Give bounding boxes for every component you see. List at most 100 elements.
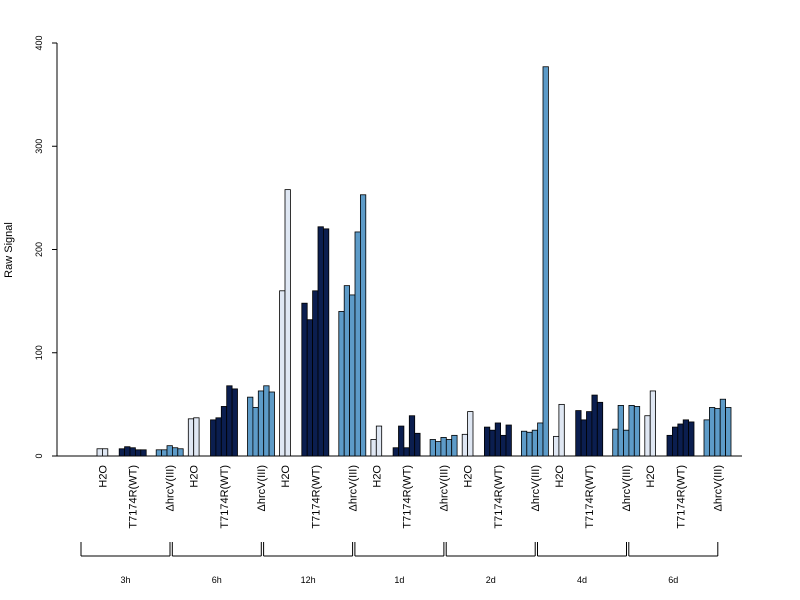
category-label: ΔhrcV(III) <box>621 465 633 511</box>
bar <box>719 398 727 457</box>
bar <box>580 419 587 457</box>
category-label: H2O <box>554 465 566 488</box>
category-labels: H2O T7174R(WT) ΔhrcV(III) H2O T7174R(WT) Δhrc… <box>97 465 724 529</box>
bar <box>252 407 259 457</box>
y-axis-label: Raw Signal <box>3 222 15 278</box>
bar <box>268 391 275 457</box>
bar <box>429 439 436 457</box>
bar <box>612 428 619 457</box>
bar <box>649 390 657 457</box>
bar <box>102 448 109 457</box>
bar <box>558 403 565 457</box>
bar <box>526 431 533 457</box>
category-label: H2O <box>189 465 201 488</box>
category-label: T7174R(WT) <box>584 465 596 529</box>
bar <box>467 411 474 457</box>
bar <box>461 433 469 457</box>
bar <box>263 385 270 457</box>
category-label: ΔhrcV(III) <box>439 465 451 511</box>
bar <box>210 419 217 457</box>
bar <box>370 439 377 457</box>
bar <box>306 319 314 457</box>
category-label: ΔhrcV(III) <box>256 465 268 511</box>
bar <box>312 290 319 457</box>
bar <box>553 435 560 457</box>
bar <box>617 405 624 457</box>
bar <box>500 434 507 457</box>
bar <box>672 426 679 457</box>
bar <box>489 429 496 457</box>
group-brackets: 3h 6h 12h 1d 2d 4d 6d <box>80 542 719 585</box>
category-label: T7174R(WT) <box>310 465 322 529</box>
bar <box>161 449 168 457</box>
bar <box>343 285 351 457</box>
category-label: T7174R(WT) <box>676 465 688 529</box>
category-label: ΔhrcV(III) <box>165 465 177 511</box>
bar <box>247 396 254 457</box>
category-label: H2O <box>645 465 657 488</box>
bar <box>177 448 184 457</box>
bar <box>279 290 286 457</box>
y-tick-label: 400 <box>34 35 44 50</box>
group-label: 2d <box>486 575 496 585</box>
bar <box>155 449 162 457</box>
category-label: H2O <box>371 465 383 488</box>
category-label: H2O <box>280 465 292 488</box>
bar <box>623 429 630 457</box>
bar <box>709 407 716 457</box>
bar <box>628 405 635 457</box>
category-label: T7174R(WT) <box>219 465 231 529</box>
bar <box>677 423 684 457</box>
bar <box>440 437 447 457</box>
bar <box>644 415 651 457</box>
y-tick-label: 300 <box>34 139 44 154</box>
bar <box>322 228 330 457</box>
bar <box>505 424 512 457</box>
bar <box>338 311 345 457</box>
group-label: 4d <box>577 575 587 585</box>
bar <box>445 439 453 457</box>
bar <box>359 194 367 457</box>
bar <box>193 417 200 457</box>
bar <box>725 407 732 457</box>
y-ticks: 0 100 200 300 400 <box>34 35 57 459</box>
category-label: T7174R(WT) <box>128 465 140 529</box>
bar <box>134 449 142 457</box>
bar <box>226 385 233 457</box>
bars <box>96 66 732 457</box>
bar <box>301 302 308 457</box>
y-tick-label: 0 <box>34 453 44 458</box>
bar <box>666 434 673 457</box>
bar <box>521 430 528 457</box>
bar <box>257 390 265 457</box>
bar <box>591 394 598 457</box>
bar <box>414 432 421 457</box>
bar <box>398 425 405 457</box>
bar <box>118 448 125 457</box>
category-label: H2O <box>463 465 475 488</box>
bar <box>483 426 491 457</box>
bar <box>575 410 582 457</box>
category-label: ΔhrcV(III) <box>713 465 725 511</box>
y-tick-label: 200 <box>34 242 44 257</box>
bar <box>596 401 604 457</box>
bar <box>349 294 356 457</box>
category-label: T7174R(WT) <box>402 465 414 529</box>
bar <box>187 418 195 457</box>
group-label: 1d <box>394 575 404 585</box>
group-label: 3h <box>120 575 130 585</box>
bar <box>531 429 539 457</box>
bar <box>375 425 383 457</box>
category-label: H2O <box>97 465 109 488</box>
group-label: 6d <box>668 575 678 585</box>
bar <box>586 411 593 457</box>
bar <box>542 66 549 457</box>
bar <box>140 449 147 457</box>
bar <box>408 415 416 457</box>
y-tick-label: 100 <box>34 345 44 360</box>
bar <box>317 226 324 457</box>
bar <box>682 419 690 457</box>
bar <box>171 447 179 457</box>
category-label: ΔhrcV(III) <box>530 465 542 511</box>
